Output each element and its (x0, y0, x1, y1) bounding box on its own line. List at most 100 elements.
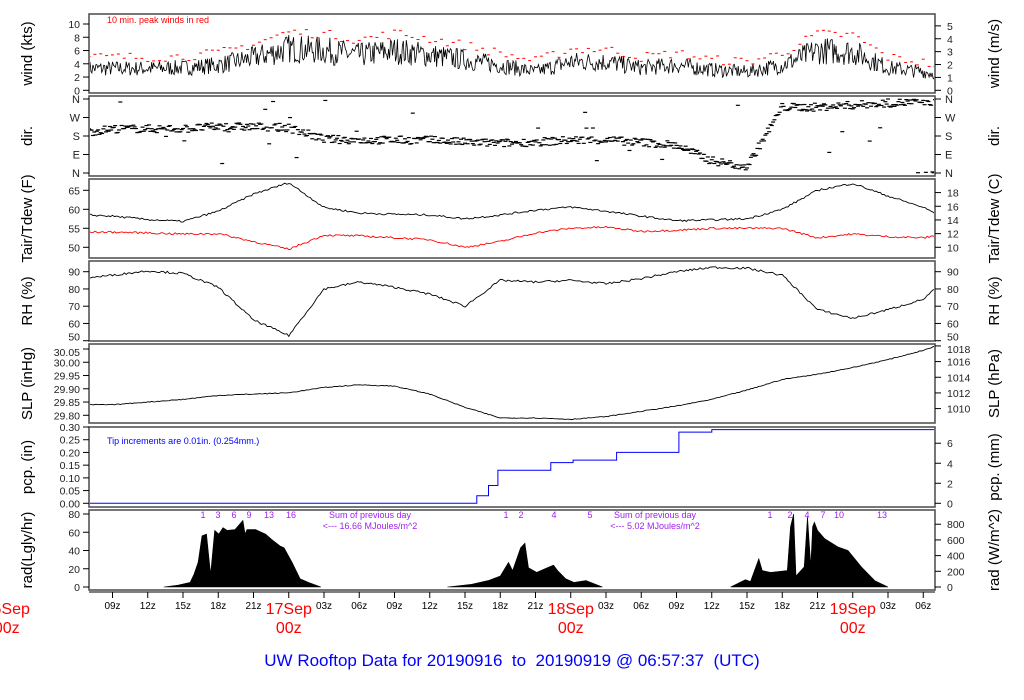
panel-frame (88, 13, 936, 94)
date-label-hour: 00z (276, 620, 302, 637)
sun-hour-marker: 10 (834, 510, 844, 520)
y-tick-label-left: 29.85 (54, 397, 80, 409)
y-tick-label-right: E (945, 150, 952, 162)
sun-hour-marker: 5 (587, 510, 592, 520)
plot-area (90, 346, 934, 420)
plot-area (90, 29, 934, 80)
x-tick-label: 21z (245, 601, 261, 612)
y-tick-label-left: 30.05 (54, 347, 80, 359)
x-tick-label: 03z (598, 601, 614, 612)
y-tick-label-left: 50 (68, 242, 80, 254)
y-tick-label-left: 60 (68, 527, 80, 539)
time-axis: 09z 12z 15z 18z 21z 03z 06z 09z 12z 15z 18z 21z 03z 0… (0, 591, 935, 637)
y-tick-label-right: 1016 (947, 357, 971, 369)
y-tick-label-right: 2 (947, 60, 953, 72)
x-tick-label: 21z (527, 601, 543, 612)
y-tick-label-left: 0 (74, 85, 80, 97)
y-axis-title-right: pcp. (mm) (986, 433, 1003, 501)
sun-hour-marker: 13 (264, 510, 274, 520)
y-tick-label-right: 10 (947, 242, 959, 254)
x-tick-label: 03z (880, 601, 896, 612)
y-axis-title-left: Tair/Tdew (F) (19, 174, 36, 262)
y-tick-label-left: 10 (68, 19, 80, 31)
y-tick-label-left: S (73, 131, 80, 143)
panel-rh: RH (%) RH (%) 50 60 70 80 90 50 60 70 80 90 (19, 260, 1003, 344)
x-tick-label: 06z (633, 601, 649, 612)
y-tick-label-right: 1018 (947, 344, 971, 356)
sun-hour-marker: 1 (200, 510, 205, 520)
x-tick-label: 09z (104, 601, 120, 612)
radiation-area (730, 513, 889, 588)
plot-area (90, 266, 934, 338)
date-label-hour: 00z (558, 620, 584, 637)
y-axis-title-right: SLP (hPa) (986, 349, 1003, 418)
chart-title: UW Rooftop Data for 20190916 to 20190919… (264, 651, 759, 670)
y-tick-label-left: 0.30 (60, 422, 81, 434)
sun-hour-marker: 7 (820, 510, 825, 520)
x-tick-label: 06z (351, 601, 367, 612)
panel-frame (88, 343, 936, 424)
x-tick-label: 12z (704, 601, 720, 612)
y-tick-label-right: 4 (947, 458, 953, 470)
wind-line (90, 35, 934, 80)
daily-sum-label: Sum of previous day (614, 510, 697, 520)
daily-sum-value: <--- 5.02 MJoules/m^2 (610, 521, 700, 531)
sun-hour-marker: 2 (787, 510, 792, 520)
sun-hour-marker: 3 (215, 510, 220, 520)
y-axis-title-left: SLP (inHg) (19, 347, 36, 420)
y-tick-label-right: 80 (947, 284, 959, 296)
y-tick-label-right: 4 (947, 34, 953, 46)
y-tick-label-right: 1014 (947, 372, 971, 384)
y-tick-label-right: 70 (947, 301, 959, 313)
y-tick-label-right: 1 (947, 72, 953, 84)
y-axis-title-right: wind (m/s) (986, 19, 1003, 89)
y-tick-label-right: N (945, 94, 953, 106)
y-tick-label-left: 4 (74, 59, 80, 71)
date-label-hour: 00z (0, 620, 20, 637)
sun-hour-marker: 13 (877, 510, 887, 520)
y-tick-label-right: 6 (947, 438, 953, 450)
y-tick-label-left: 80 (68, 284, 80, 296)
y-tick-label-left: 0.15 (60, 460, 81, 472)
y-tick-label-left: 0.20 (60, 447, 81, 459)
y-tick-label-left: 0.05 (60, 486, 81, 498)
slp-line (90, 346, 934, 420)
y-tick-label-left: 29.80 (54, 410, 80, 422)
y-tick-label-right: 200 (947, 566, 965, 578)
y-axis-title-left: RH (%) (19, 276, 36, 325)
y-tick-label-right: 600 (947, 535, 965, 547)
daily-sum-value: <--- 16.66 MJoules/m^2 (323, 521, 418, 531)
y-tick-label-right: 2 (947, 478, 953, 490)
y-tick-label-right: 60 (947, 318, 959, 330)
y-tick-label-right: 18 (947, 188, 959, 200)
panel-frame (88, 426, 936, 508)
y-tick-label-left: E (73, 150, 80, 162)
panel-frame (88, 178, 936, 259)
y-tick-label-right: 90 (947, 267, 959, 279)
y-tick-label-left: 90 (68, 267, 80, 279)
panel-frame (88, 260, 936, 342)
y-tick-label-right: S (945, 131, 952, 143)
y-tick-label-right: W (945, 113, 956, 125)
sun-hour-marker: 1 (767, 510, 772, 520)
y-tick-label-left: 20 (68, 564, 80, 576)
panel-frame (88, 95, 936, 177)
y-tick-label-right: 14 (947, 215, 959, 227)
y-tick-label-left: 29.90 (54, 384, 80, 396)
y-tick-label-right: 0 (947, 498, 953, 510)
date-label-day: 17Sep (266, 601, 312, 618)
y-tick-label-right: 16 (947, 201, 959, 213)
y-tick-label-left: 29.95 (54, 371, 80, 383)
x-tick-label: 15z (739, 601, 755, 612)
y-tick-label-right: 0 (947, 85, 953, 97)
y-tick-label-right: 12 (947, 229, 959, 241)
date-label-hour: 00z (840, 620, 866, 637)
y-axis-title-left: pcp. (in) (19, 440, 36, 494)
date-label-day: 18Sep (548, 601, 594, 618)
tdew-line (90, 225, 934, 251)
plot-area (90, 98, 934, 174)
radiation-area (163, 519, 322, 588)
